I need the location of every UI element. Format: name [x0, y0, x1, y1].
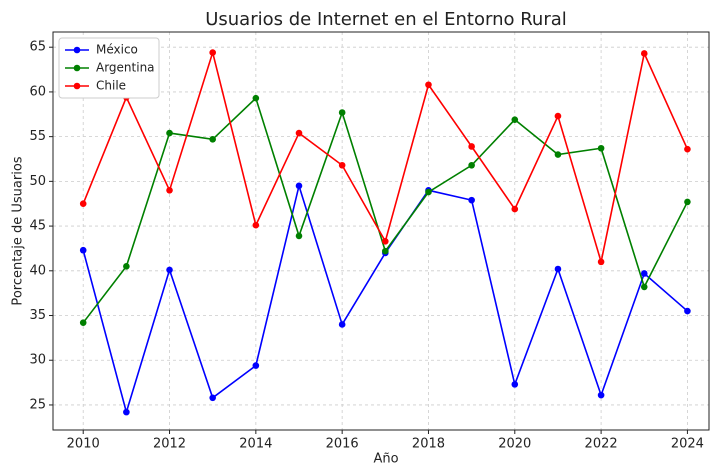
y-tick-label: 50	[29, 174, 46, 189]
x-axis-label: Año	[373, 452, 398, 467]
data-point	[554, 265, 562, 273]
data-point	[338, 321, 346, 328]
y-tick-label: 35	[29, 308, 46, 323]
y-tick-label: 65	[29, 40, 46, 55]
data-point	[166, 187, 173, 194]
data-point	[684, 145, 691, 153]
data-point	[468, 196, 475, 204]
chart-title: Usuarios de Internet en el Entorno Rural	[205, 9, 567, 30]
legend: México Argentina Chile	[58, 37, 160, 99]
y-tick-label: 25	[29, 397, 46, 412]
data-point	[597, 144, 605, 152]
y-tick-label: 30	[29, 353, 46, 368]
data-point	[252, 94, 260, 102]
data-point	[382, 247, 389, 255]
y-tick-label: 60	[29, 84, 46, 99]
data-point	[79, 319, 87, 326]
series-line	[82, 49, 689, 263]
data-point	[295, 129, 303, 137]
data-point	[640, 50, 648, 57]
data-point	[425, 81, 432, 89]
data-point	[252, 362, 260, 369]
data-point	[425, 188, 432, 196]
legend-marker	[73, 82, 81, 90]
legend-label: México	[96, 43, 138, 57]
legend-box	[58, 37, 160, 99]
y-axis-label: Porcentaje de Usuarios	[11, 156, 26, 305]
series-line	[82, 182, 688, 416]
series-line	[82, 96, 689, 324]
data-point	[209, 394, 216, 402]
legend-marker	[73, 64, 81, 72]
data-point	[554, 112, 562, 120]
data-point	[209, 49, 216, 56]
data-point	[468, 161, 475, 169]
data-point	[640, 270, 648, 277]
data-point	[382, 237, 389, 245]
data-point	[295, 182, 303, 190]
data-point	[684, 307, 691, 315]
y-tick-label: 55	[29, 129, 46, 144]
plot-frame	[52, 31, 710, 431]
data-point	[338, 109, 346, 116]
data-point	[79, 200, 87, 208]
data-point	[338, 161, 346, 169]
x-tick-label: 2014	[239, 437, 272, 452]
data-point	[511, 381, 519, 388]
data-point	[166, 129, 173, 137]
x-tick-label: 2012	[153, 437, 186, 452]
data-point	[123, 408, 130, 416]
y-tick-label: 40	[29, 263, 46, 278]
data-point	[295, 232, 303, 240]
data-point	[468, 143, 475, 150]
data-point	[597, 258, 605, 266]
legend-label: Chile	[96, 79, 126, 93]
x-tick-label: 2010	[67, 437, 100, 452]
data-point	[252, 221, 260, 229]
x-tick-label: 2024	[671, 437, 704, 452]
data-point	[123, 263, 130, 270]
data-point	[511, 116, 519, 123]
data-point	[209, 136, 216, 143]
data-point	[554, 151, 562, 158]
legend-marker	[73, 46, 81, 54]
data-point	[684, 198, 691, 206]
data-point	[79, 246, 87, 254]
data-point	[511, 205, 519, 213]
data-point	[166, 266, 173, 274]
legend-label: Argentina	[96, 61, 155, 75]
x-tick-label: 2022	[585, 437, 618, 452]
x-tick-label: 2016	[326, 437, 359, 452]
x-tick-label: 2018	[412, 437, 445, 452]
y-tick-label: 45	[29, 219, 46, 234]
data-point	[597, 391, 605, 399]
data-point	[640, 283, 648, 291]
x-tick-label: 2020	[498, 437, 531, 452]
